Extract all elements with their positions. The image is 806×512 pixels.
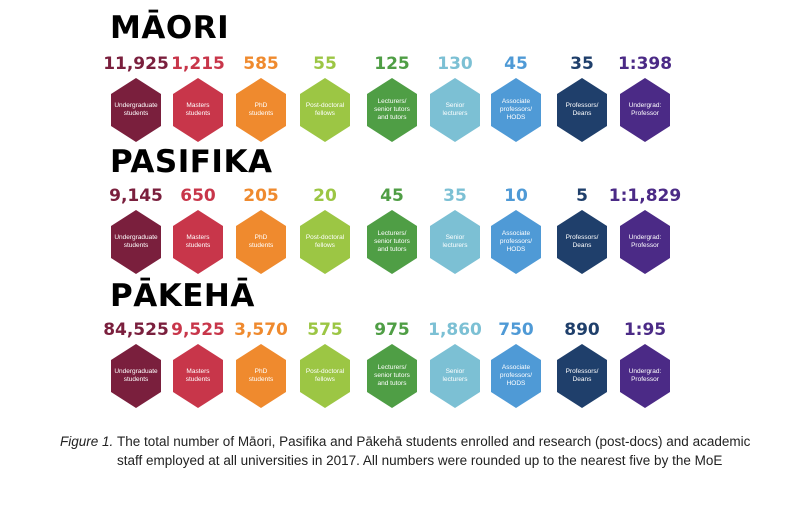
hexagon-label: Undergraduate students [111, 78, 161, 142]
stat-cell: 1,860 Senior lecturers [422, 319, 488, 408]
stat-value: 1:398 [617, 54, 673, 74]
hexagon-label: Senior lecturers [430, 210, 480, 274]
stat-cell: 205 PhD students [228, 185, 294, 274]
stat-value: 130 [437, 54, 473, 74]
hexagon-label: Associate professors/ HODS [491, 344, 541, 408]
hexagon-label: PhD students [236, 78, 286, 142]
stat-cell: 55 Post-doctoral fellows [292, 53, 358, 142]
stat-cell: 84,525 Undergraduate students [103, 319, 169, 408]
stat-value: 9,145 [109, 186, 163, 206]
stat-cell: 975 Lecturers/ senior tutors and tutors [359, 319, 425, 408]
group-title: PASIFIKA [110, 144, 273, 180]
stat-value: 10 [504, 186, 528, 206]
stat-value: 750 [498, 320, 534, 340]
stat-value: 84,525 [103, 320, 169, 340]
hexagon-label: Undergrad: Professor [620, 210, 670, 274]
stat-cell: 575 Post-doctoral fellows [292, 319, 358, 408]
stat-cell: 10 Associate professors/ HODS [483, 185, 549, 274]
stat-cell: 5 Professors/ Deans [549, 185, 615, 274]
hexagon-label: Masters students [173, 210, 223, 274]
hexagon-label: Lecturers/ senior tutors and tutors [367, 344, 417, 408]
hexagon-label: Professors/ Deans [557, 210, 607, 274]
stat-value: 650 [180, 186, 216, 206]
group-row: 9,145 Undergraduate students 650 Masters st… [0, 185, 806, 285]
stat-cell: 20 Post-doctoral fellows [292, 185, 358, 274]
stat-cell: 45 Lecturers/ senior tutors and tutors [359, 185, 425, 274]
hexagon-label: Masters students [173, 344, 223, 408]
stat-value: 20 [313, 186, 337, 206]
stat-cell: 1:95 Undergrad: Professor [612, 319, 678, 408]
stat-cell: 1:398 Undergrad: Professor [612, 53, 678, 142]
caption-label: Figure 1. [60, 434, 114, 449]
hexagon-label: Senior lecturers [430, 78, 480, 142]
stat-value: 1,860 [428, 320, 482, 340]
stat-value: 205 [243, 186, 279, 206]
stat-cell: 1:1,829 Undergrad: Professor [609, 185, 681, 274]
stat-cell: 3,570 PhD students [228, 319, 294, 408]
hexagon-label: Post-doctoral fellows [300, 210, 350, 274]
hexagon-label: PhD students [236, 344, 286, 408]
stat-value: 55 [313, 54, 337, 74]
hexagon-label: Undergraduate students [111, 210, 161, 274]
stat-cell: 35 Senior lecturers [422, 185, 488, 274]
caption-text: The total number of Māori, Pasifika and … [117, 434, 751, 468]
stat-cell: 9,145 Undergraduate students [103, 185, 169, 274]
hexagon-label: Post-doctoral fellows [300, 344, 350, 408]
stat-value: 5 [576, 186, 588, 206]
hexagon-label: Masters students [173, 78, 223, 142]
stat-value: 45 [504, 54, 528, 74]
stat-cell: 45 Associate professors/ HODS [483, 53, 549, 142]
hexagon-label: Undergraduate students [111, 344, 161, 408]
stat-value: 11,925 [103, 54, 169, 74]
hexagon-label: Lecturers/ senior tutors and tutors [367, 78, 417, 142]
group-row: 84,525 Undergraduate students 9,525 Masters… [0, 319, 806, 419]
hexagon-label: Undergrad: Professor [620, 78, 670, 142]
stat-value: 35 [443, 186, 467, 206]
stat-cell: 650 Masters students [165, 185, 231, 274]
group-title: PĀKEHĀ [110, 278, 255, 314]
stat-value: 975 [374, 320, 410, 340]
stat-value: 585 [243, 54, 279, 74]
stat-value: 575 [307, 320, 343, 340]
group-row: 11,925 Undergraduate students 1,215 Masters… [0, 53, 806, 153]
stat-cell: 130 Senior lecturers [422, 53, 488, 142]
hexagon-label: Professors/ Deans [557, 78, 607, 142]
stat-cell: 890 Professors/ Deans [549, 319, 615, 408]
stat-value: 890 [564, 320, 600, 340]
stat-cell: 585 PhD students [228, 53, 294, 142]
stat-cell: 750 Associate professors/ HODS [483, 319, 549, 408]
hexagon-label: Post-doctoral fellows [300, 78, 350, 142]
hexagon-label: Associate professors/ HODS [491, 210, 541, 274]
stat-value: 125 [374, 54, 410, 74]
stat-value: 45 [380, 186, 404, 206]
hexagon-label: Senior lecturers [430, 344, 480, 408]
stat-value: 1,215 [171, 54, 225, 74]
stat-cell: 11,925 Undergraduate students [103, 53, 169, 142]
stat-value: 9,525 [171, 320, 225, 340]
stat-cell: 1,215 Masters students [165, 53, 231, 142]
stat-cell: 35 Professors/ Deans [549, 53, 615, 142]
hexagon-label: Professors/ Deans [557, 344, 607, 408]
stat-value: 35 [570, 54, 594, 74]
stat-value: 1:95 [623, 320, 667, 340]
hexagon-label: Lecturers/ senior tutors and tutors [367, 210, 417, 274]
hexagon-label: Undergrad: Professor [620, 344, 670, 408]
stat-value: 1:1,829 [608, 186, 682, 206]
stat-cell: 9,525 Masters students [165, 319, 231, 408]
figure-caption: Figure 1. The total number of Māori, Pas… [60, 432, 760, 470]
group-title: MĀORI [110, 10, 230, 46]
hexagon-label: Associate professors/ HODS [491, 78, 541, 142]
hexagon-label: PhD students [236, 210, 286, 274]
stat-value: 3,570 [234, 320, 288, 340]
stat-cell: 125 Lecturers/ senior tutors and tutors [359, 53, 425, 142]
